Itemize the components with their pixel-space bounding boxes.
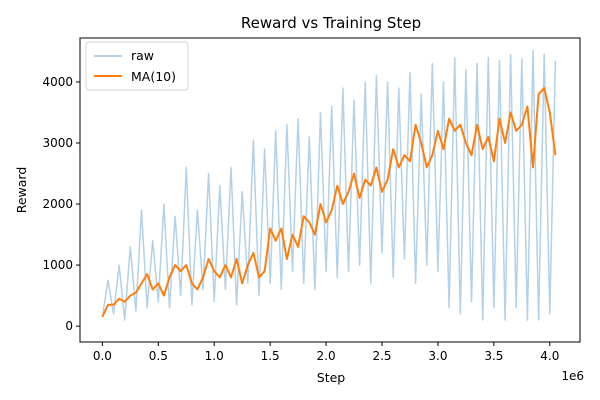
legend-box	[85, 41, 189, 91]
y-tick-label: 3000	[42, 136, 73, 150]
x-axis-multiplier: 1e6	[561, 369, 584, 383]
y-axis-label: Reward	[14, 167, 29, 214]
y-axis-ticks: 0 1000 2000 3000 4000	[42, 75, 80, 333]
legend-ma-label: MA(10)	[131, 69, 176, 84]
legend-raw-label: raw	[131, 48, 154, 63]
x-tick-label: 3.0	[428, 349, 447, 363]
ma-series-line	[101, 87, 557, 318]
x-tick-label: 0.0	[93, 349, 112, 363]
x-tick-label: 1.0	[205, 349, 224, 363]
plot-area	[101, 49, 557, 321]
y-tick-label: 0	[65, 319, 73, 333]
x-tick-label: 2.0	[317, 349, 336, 363]
x-tick-label: 4.0	[540, 349, 559, 363]
x-tick-label: 2.5	[372, 349, 391, 363]
y-tick-label: 2000	[42, 197, 73, 211]
x-tick-label: 1.5	[261, 349, 280, 363]
y-tick-label: 4000	[42, 75, 73, 89]
x-tick-label: 3.5	[484, 349, 503, 363]
legend: raw MA(10)	[85, 41, 189, 91]
x-axis-label: Step	[317, 370, 346, 385]
raw-series-layer	[101, 49, 557, 321]
x-tick-label: 0.5	[149, 349, 168, 363]
ma-series-layer	[101, 87, 557, 318]
raw-series-line	[101, 49, 557, 321]
axes-frame	[79, 37, 581, 343]
y-tick-label: 1000	[42, 258, 73, 272]
chart-title: Reward vs Training Step	[241, 14, 421, 32]
x-axis-ticks: 0.0 0.5 1.0 1.5 2.0 2.5 3.0 3.5 4.0	[93, 342, 559, 363]
